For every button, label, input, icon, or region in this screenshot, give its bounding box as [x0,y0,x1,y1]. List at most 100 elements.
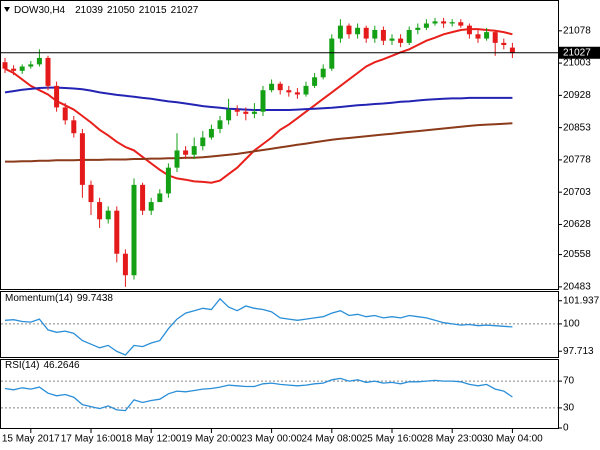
candle-body [131,184,137,276]
header-arrow [4,7,10,12]
candle-body [88,184,94,203]
candle-body [71,120,77,134]
chart-header: DOW30,H4 21039 21050 21015 21027 [14,5,199,16]
header-text: DOW30,H4 [14,5,66,16]
candle-body [415,27,421,30]
candle-body [389,38,395,41]
candle-body [398,38,404,43]
candle-body [62,107,68,121]
indicator-name: Momentum(14) [5,293,73,304]
candle-body [492,32,498,43]
candle-body [466,25,472,35]
y-tick-label: 100 [563,319,580,330]
candle-body [11,68,17,71]
candle-body [380,29,386,41]
candle-body [243,111,249,114]
x-tick-label: 15 May 2017 [2,434,60,445]
candle-body [475,34,481,39]
header-text: 21027 [171,5,199,16]
candle-body [337,25,343,39]
candle-body [28,64,34,67]
candle-body [2,62,8,69]
candle-body [191,146,197,155]
candle-body [36,57,42,65]
x-tick-label: 24 May 08:00 [301,434,362,445]
candle-body [208,128,214,138]
candle-body [423,23,429,28]
candle-body [217,120,223,129]
y-tick-label: 20483 [563,281,591,292]
y-tick-label: 0 [563,423,569,434]
moving-average [5,122,513,163]
rsi-panel [0,359,559,429]
candle-body [122,253,128,276]
candle-body [312,77,318,86]
header-text: 21039 [75,5,103,16]
candle-body [200,137,206,147]
candle-body [148,202,154,211]
x-tick-label: 30 May 04:00 [482,434,543,445]
indicator-value: 99.7438 [77,293,114,304]
moving-average [4,86,513,111]
y-tick-label: 20558 [563,249,591,260]
candle-body [79,133,85,185]
candle-body [19,66,25,71]
y-tick-label: 21078 [563,25,591,36]
candle-body [432,21,438,24]
candle-body [355,27,361,35]
candle-body [45,57,51,86]
indicator-line [4,297,513,356]
candle-body [286,90,292,93]
y-tick-label: 70 [563,376,575,387]
y-tick-label: 20853 [563,122,591,133]
indicator-name: RSI(14) [5,360,39,371]
candle-body [372,29,378,39]
candle-body [458,22,464,26]
candle-body [484,32,490,39]
momentum-panel [0,291,559,358]
price-panel [0,0,559,290]
y-tick-label: 20628 [563,219,591,230]
candle-body [294,92,300,95]
candle-body [234,109,240,112]
candle-body [277,83,283,91]
y-tick-label: 30 [563,403,575,414]
candle-body [329,38,335,69]
candle-body [226,109,232,121]
y-tick-label: 97.713 [563,346,594,357]
candle-body [251,111,257,114]
candle-body [509,47,515,53]
candle-body [441,21,447,24]
candle-body [97,202,103,220]
last-price-box [559,46,600,59]
candle-body [449,22,455,24]
moving-average [4,28,513,184]
candle-body [114,210,120,254]
y-tick-label: 20928 [563,90,591,101]
y-tick-label: 21003 [563,58,591,69]
candle-body [165,167,171,194]
x-tick-label: 19 May 20:00 [181,434,242,445]
candle-body [363,27,369,39]
x-tick-label: 23 May 00:00 [241,434,302,445]
y-tick-label: 20703 [563,187,591,198]
x-tick-label: 28 May 23:00 [422,434,483,445]
x-tick-label: 18 May 12:00 [121,434,182,445]
candle-body [303,85,309,95]
x-tick-label: 25 May 16:00 [362,434,423,445]
x-tick-label: 17 May 16:00 [61,434,122,445]
candle-body [54,85,60,108]
indicator-header: Momentum(14) 99.7438 [5,293,113,304]
candle-body [346,25,352,35]
candle-body [183,150,189,155]
candle-body [140,184,146,211]
indicator-value: 46.2646 [43,360,80,371]
indicator-line [4,377,513,412]
candle-body [320,68,326,78]
candle-body [260,90,266,112]
y-tick-label: 20778 [563,155,591,166]
candle-body [174,150,180,168]
header-text: 21015 [139,5,167,16]
